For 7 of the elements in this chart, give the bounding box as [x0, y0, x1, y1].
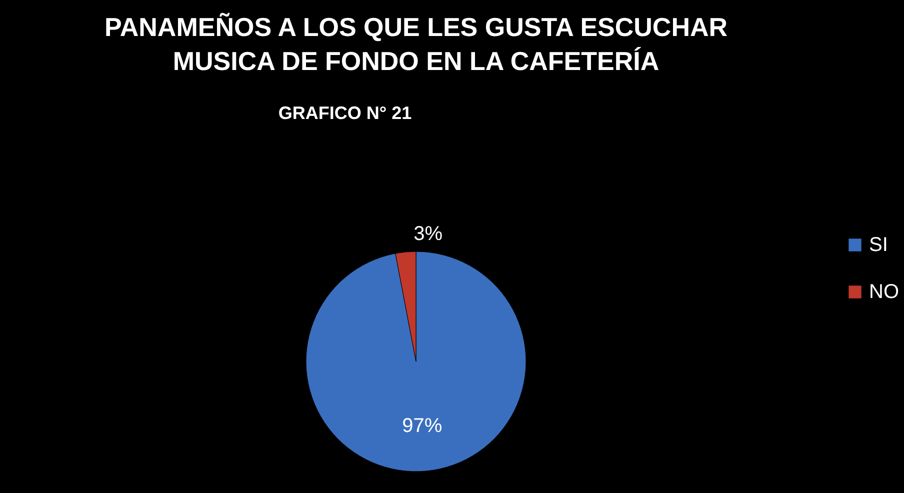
pie-slice [306, 251, 526, 472]
chart-title: PANAMEÑOS A LOS QUE LES GUSTA ESCUCHAR MUSICA DE FONDO EN LA CAFETERÍA [104, 12, 728, 76]
data-label: 97% [402, 415, 442, 438]
legend-label: SI [869, 234, 888, 256]
data-label: 3% [414, 223, 443, 246]
text: GRAFICO N° 21 [278, 103, 412, 123]
legend-label: NO [869, 281, 899, 303]
